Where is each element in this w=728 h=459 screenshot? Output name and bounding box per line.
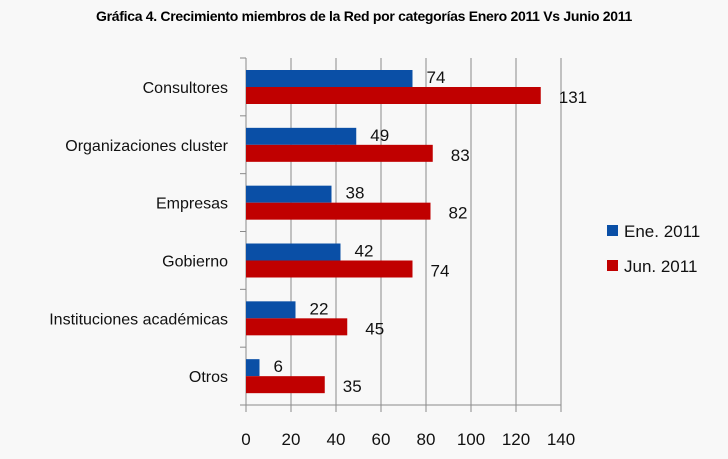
data-label: 74 <box>427 68 446 87</box>
legend-label: Jun. 2011 <box>624 257 697 276</box>
bar-jun <box>246 318 348 336</box>
category-label: Otros <box>189 369 228 386</box>
category-label: Empresas <box>156 196 228 213</box>
data-label: 45 <box>365 319 384 338</box>
bar-ene <box>246 359 260 377</box>
data-label: 38 <box>346 184 365 203</box>
data-label: 49 <box>370 126 389 145</box>
x-tick-label: 0 <box>241 430 250 449</box>
bar-jun <box>246 260 413 278</box>
bar-ene <box>246 185 332 203</box>
category-label: Organizaciones cluster <box>65 138 228 155</box>
bar-ene <box>246 301 296 319</box>
bar-jun <box>246 144 433 162</box>
bar-jun <box>246 202 431 220</box>
bar-jun <box>246 87 541 104</box>
data-label: 6 <box>274 357 283 376</box>
category-label: Instituciones académicas <box>49 311 228 328</box>
bar-ene <box>246 70 413 87</box>
data-label: 42 <box>355 242 374 261</box>
data-label: 74 <box>431 262 450 281</box>
bar-jun <box>246 376 325 394</box>
data-label: 82 <box>449 204 468 223</box>
data-label: 35 <box>343 377 362 396</box>
legend-label: Ene. 2011 <box>624 222 700 241</box>
data-label: 83 <box>451 146 470 165</box>
x-tick-label: 140 <box>547 430 575 449</box>
category-label: Consultores <box>143 80 228 97</box>
x-tick-label: 80 <box>417 430 436 449</box>
bar-ene <box>246 243 341 261</box>
x-tick-label: 100 <box>457 430 485 449</box>
x-tick-label: 120 <box>502 430 530 449</box>
x-tick-label: 60 <box>372 430 391 449</box>
x-tick-label: 40 <box>327 430 346 449</box>
legend-swatch <box>607 225 618 236</box>
data-label: 22 <box>310 299 329 318</box>
x-tick-label: 20 <box>282 430 301 449</box>
data-label: 131 <box>559 88 587 107</box>
chart-title: Gráfica 4. Crecimiento miembros de la Re… <box>96 8 632 24</box>
legend-swatch <box>607 260 618 271</box>
bar-ene <box>246 127 357 145</box>
category-label: Gobierno <box>162 253 228 270</box>
